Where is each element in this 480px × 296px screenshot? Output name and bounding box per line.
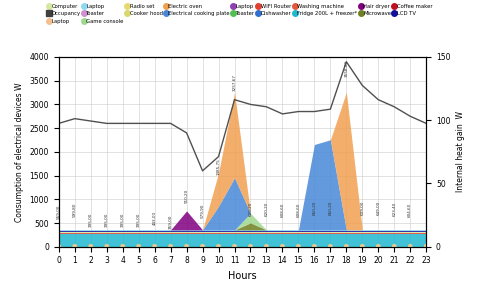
- Text: 359,00: 359,00: [168, 214, 173, 229]
- Point: [326, 244, 334, 249]
- Point: [183, 244, 191, 249]
- Point: [263, 244, 270, 249]
- Y-axis label: Consumption of electrical devices W: Consumption of electrical devices W: [15, 82, 24, 222]
- Text: 395,00: 395,00: [105, 213, 108, 227]
- X-axis label: Hours: Hours: [228, 271, 257, 281]
- Text: 1485,75: 1485,75: [216, 159, 220, 175]
- Text: 649,00: 649,00: [376, 201, 380, 215]
- Point: [87, 244, 95, 249]
- Point: [135, 244, 143, 249]
- Text: 623,40: 623,40: [392, 202, 396, 216]
- Point: [199, 244, 206, 249]
- Text: 620,20: 620,20: [264, 202, 268, 216]
- Text: 599,80: 599,80: [73, 203, 77, 217]
- Point: [359, 244, 366, 249]
- Point: [311, 244, 318, 249]
- Point: [55, 244, 62, 249]
- Point: [374, 244, 382, 249]
- Text: 620,20: 620,20: [249, 202, 252, 216]
- Text: 604,60: 604,60: [408, 203, 412, 217]
- Point: [422, 244, 430, 249]
- Text: 650,20: 650,20: [328, 201, 332, 215]
- Text: 910,20: 910,20: [185, 188, 189, 202]
- Text: 395,00: 395,00: [120, 213, 125, 227]
- Text: 579,90: 579,90: [201, 204, 204, 218]
- Point: [343, 244, 350, 249]
- Point: [167, 244, 174, 249]
- Legend: Computer, Occupancy, Laptop, Laptop, Toaster, Game console, Radio set, Cooker ho: Computer, Occupancy, Laptop, Laptop, Toa…: [46, 3, 434, 25]
- Text: 639,00: 639,00: [360, 201, 364, 215]
- Text: 3558,00: 3558,00: [344, 60, 348, 77]
- Point: [119, 244, 127, 249]
- Point: [231, 244, 239, 249]
- Point: [103, 244, 110, 249]
- Text: 443,00: 443,00: [153, 211, 156, 225]
- Text: 650,20: 650,20: [312, 201, 316, 215]
- Point: [151, 244, 158, 249]
- Point: [407, 244, 414, 249]
- Point: [215, 244, 222, 249]
- Y-axis label: Internal heat gain  W: Internal heat gain W: [456, 111, 465, 192]
- Point: [278, 244, 286, 249]
- Text: 395,00: 395,00: [89, 213, 93, 227]
- Text: 608,60: 608,60: [280, 202, 285, 217]
- Text: 559,00: 559,00: [57, 205, 61, 219]
- Point: [247, 244, 254, 249]
- Point: [390, 244, 398, 249]
- Point: [295, 244, 302, 249]
- Text: 608,60: 608,60: [297, 202, 300, 217]
- Point: [71, 244, 79, 249]
- Text: 3257,67: 3257,67: [232, 74, 237, 91]
- Text: 395,00: 395,00: [137, 213, 141, 227]
